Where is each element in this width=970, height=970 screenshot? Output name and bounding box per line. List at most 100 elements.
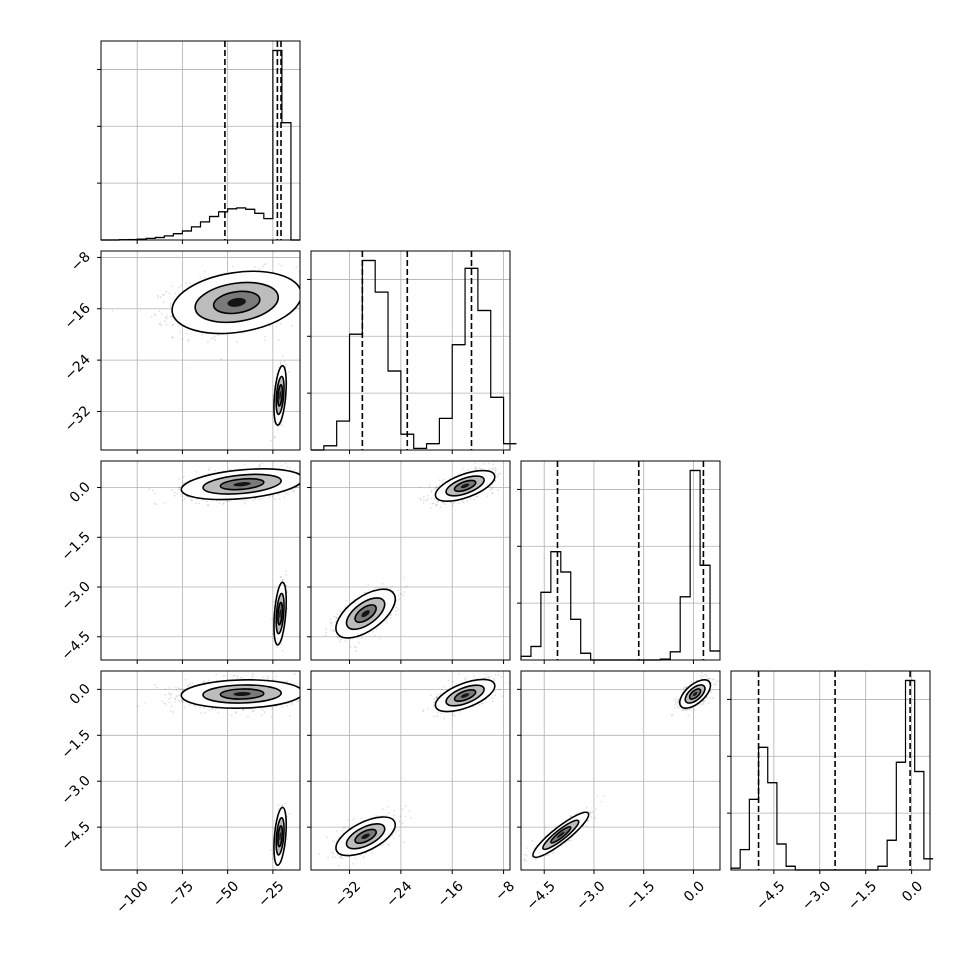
scatter-point	[155, 686, 158, 689]
scatter-point	[474, 467, 476, 470]
scatter-point	[187, 685, 189, 687]
scatter-point	[236, 677, 239, 679]
scatter-point	[169, 693, 171, 696]
scatter-point	[288, 466, 291, 469]
scatter-point	[315, 483, 317, 485]
scatter-point	[178, 488, 181, 491]
hist-panel-3: −4.5 −3.0 −1.5 0.0	[727, 670, 934, 914]
scatter-point	[250, 677, 253, 679]
scatter-point	[164, 688, 167, 691]
y-tick-label: −4.5	[58, 628, 93, 663]
y-tick-label: 0.0	[67, 681, 94, 708]
scatter-point	[442, 501, 444, 504]
scatter-point	[207, 504, 210, 507]
scatter-point	[252, 672, 254, 675]
scatter-point	[208, 709, 211, 711]
scatter-point	[322, 307, 324, 309]
scatter-point	[180, 700, 183, 702]
y-tick-label: −1.5	[58, 529, 93, 564]
panel-content	[148, 461, 317, 652]
scatter-point	[283, 360, 286, 363]
scatter-point	[264, 335, 266, 338]
scatter-point	[247, 715, 249, 718]
scatter-point	[285, 492, 288, 495]
hist-panel-1	[307, 250, 517, 454]
scatter-point	[303, 483, 305, 485]
scatter-point	[173, 494, 176, 497]
scatter-point	[162, 294, 164, 296]
scatter-point	[263, 711, 266, 713]
scatter-point	[177, 286, 180, 289]
x-tick-label: −100	[113, 878, 152, 917]
scatter-point	[222, 503, 225, 505]
scatter-point	[483, 463, 485, 465]
scatter-point	[473, 498, 475, 501]
scatter-point	[243, 502, 246, 505]
scatter-point	[191, 499, 194, 502]
scatter-point	[277, 493, 280, 496]
y-tick-label: −1.5	[58, 727, 93, 762]
scatter-point	[171, 336, 174, 339]
scatter-point	[188, 367, 191, 369]
scatter-point	[317, 695, 319, 697]
scatter-point	[307, 686, 309, 688]
scatter-point	[480, 467, 482, 470]
hist-panel-0	[97, 40, 301, 244]
panel-content	[324, 462, 501, 653]
scatter-point	[230, 714, 233, 717]
scatter-point	[467, 468, 469, 471]
scatter-point	[266, 677, 269, 679]
scatter-point	[162, 301, 165, 303]
scatter-point	[206, 504, 209, 506]
scatter-point	[304, 289, 306, 291]
scatter-point	[163, 702, 166, 705]
scatter-point	[284, 570, 287, 573]
scatter-point	[190, 499, 193, 502]
scatter-point	[150, 315, 153, 318]
scatter-point	[214, 469, 217, 472]
scatter-point	[223, 675, 225, 677]
scatter-point	[276, 646, 279, 649]
scatter-point	[308, 281, 310, 283]
scatter-point	[309, 483, 311, 485]
scatter-point	[195, 471, 198, 473]
density-contour	[279, 391, 281, 400]
scatter-point	[215, 673, 218, 676]
scatter-point	[284, 366, 287, 368]
scatter-point	[284, 363, 287, 366]
scatter-point	[328, 271, 330, 273]
scatter-point	[153, 502, 156, 505]
scatter-point	[474, 462, 477, 465]
scatter-point	[158, 323, 161, 325]
scatter-point	[200, 712, 203, 715]
hist-panel-2	[517, 460, 721, 664]
scatter-point	[217, 334, 219, 336]
scatter-point	[321, 302, 323, 304]
panel-frame	[100, 460, 301, 661]
scatter-point	[271, 858, 274, 860]
scatter-point	[263, 263, 266, 266]
scatter-point	[165, 323, 168, 326]
scatter-point	[304, 297, 306, 299]
scatter-point	[236, 340, 238, 343]
scatter-point	[183, 498, 186, 501]
scatter-point	[199, 706, 202, 709]
scatter-point	[276, 321, 279, 324]
x-tick-label: −3.0	[799, 878, 834, 913]
scatter-point	[300, 681, 302, 683]
scatter-point	[181, 338, 184, 340]
scatter-point	[136, 705, 139, 708]
panel-content	[136, 672, 319, 870]
scatter-point	[201, 333, 204, 336]
scatter-point	[478, 467, 480, 469]
scatter-point	[311, 291, 313, 293]
scatter-point	[499, 472, 501, 475]
scatter-point	[279, 362, 282, 364]
scatter-point	[475, 466, 477, 469]
scatter-point	[281, 424, 284, 427]
scatter-point	[175, 695, 178, 698]
scatter-point	[307, 475, 309, 477]
scatter-point	[251, 675, 254, 677]
scatter-point	[242, 708, 245, 711]
scatter-point	[241, 709, 244, 712]
